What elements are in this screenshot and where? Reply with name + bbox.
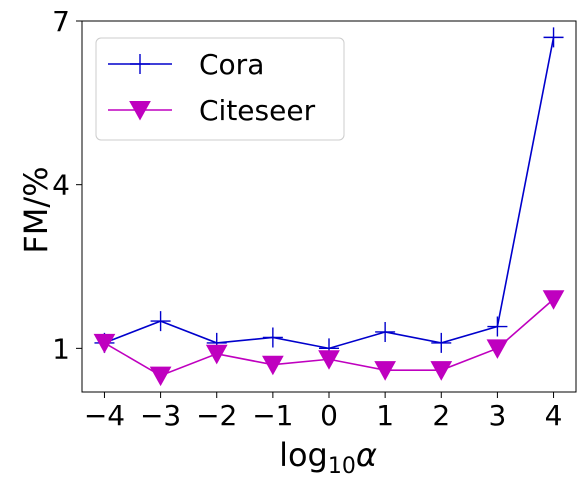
data-point-citeseer	[542, 290, 565, 310]
data-point-citeseer	[262, 355, 284, 376]
x-axis-label-subscript: 10	[328, 454, 356, 479]
data-point-cora	[375, 321, 396, 342]
y-axis-label: FM/%	[17, 166, 55, 253]
series-citeseer	[93, 290, 565, 387]
x-axis-label-base: log	[279, 436, 328, 474]
legend: Cora Citeseer	[95, 37, 345, 141]
legend-label-cora: Cora	[199, 48, 264, 81]
x-tick-label: −4	[84, 399, 125, 432]
data-point-citeseer	[486, 339, 509, 359]
x-tick-label: 0	[320, 399, 338, 432]
data-point-cora	[487, 316, 508, 337]
x-tick-label: −3	[140, 399, 181, 432]
legend-marker-cora	[130, 54, 150, 74]
data-point-cora	[543, 27, 564, 48]
data-point-citeseer	[205, 344, 228, 365]
x-tick-label: 4	[545, 399, 563, 432]
legend-item-cora: Cora	[108, 48, 264, 81]
y-axis-ticks: 1 4 7	[52, 5, 82, 365]
legend-item-citeseer: Citeseer	[108, 94, 316, 127]
series-layer	[93, 27, 565, 387]
x-tick-label: 3	[488, 399, 506, 432]
y-tick-label: 7	[52, 5, 70, 38]
x-tick-label: 2	[432, 399, 450, 432]
data-point-cora	[150, 311, 171, 332]
y-tick-label: 4	[52, 169, 70, 202]
data-point-cora	[262, 327, 283, 348]
x-tick-label: −2	[196, 399, 237, 432]
data-point-citeseer	[149, 366, 172, 387]
data-point-citeseer	[374, 361, 396, 381]
legend-label-citeseer: Citeseer	[199, 94, 316, 127]
x-axis-label: log10α	[279, 436, 377, 479]
x-axis-label-variable: α	[356, 436, 377, 474]
data-point-citeseer	[318, 350, 340, 370]
x-tick-label: −1	[252, 399, 293, 432]
data-point-citeseer	[93, 333, 116, 354]
data-point-cora	[431, 332, 452, 353]
legend-marker-citeseer	[129, 101, 151, 121]
x-tick-label: 1	[376, 399, 394, 432]
x-axis-ticks: −4 −3 −2 −1 0 1 2 3 4	[84, 392, 563, 432]
series-cora	[94, 27, 564, 359]
data-point-citeseer	[430, 361, 453, 381]
y-tick-label: 1	[52, 332, 70, 365]
